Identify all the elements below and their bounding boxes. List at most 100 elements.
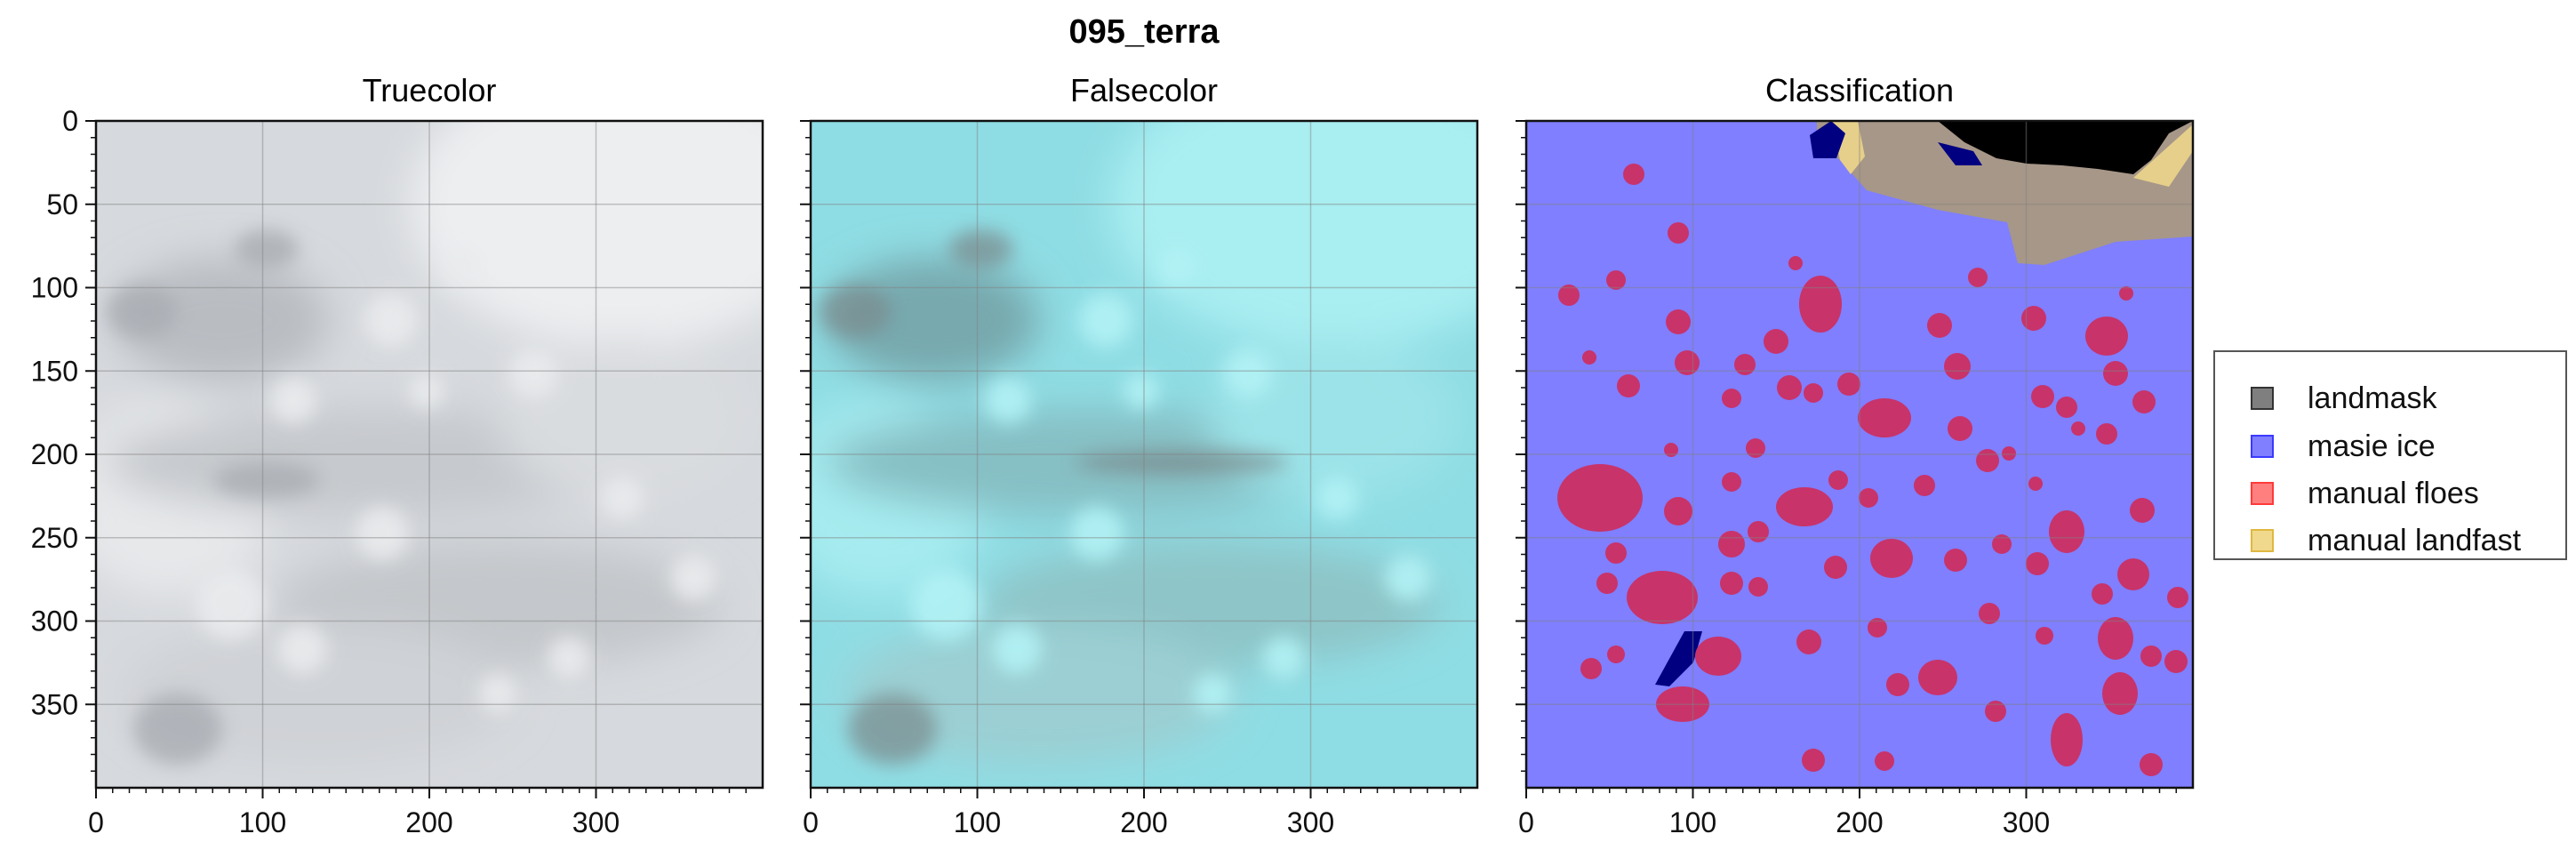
floe	[2002, 446, 2016, 461]
floe	[1799, 276, 1842, 333]
floe	[2117, 558, 2149, 590]
floe	[1627, 571, 1698, 624]
floe	[1722, 389, 1741, 408]
falsecolor-title: Falsecolor	[1070, 72, 1218, 108]
legend-item-manual-landfast: manual landfast	[2251, 523, 2521, 558]
floe	[2167, 587, 2188, 608]
legend-item-masie-ice: masie ice	[2251, 429, 2436, 464]
landmask-region	[1938, 121, 2193, 174]
floe	[1944, 549, 1967, 572]
classification-image	[1526, 121, 2193, 788]
legend-swatch-masie-ice	[2251, 435, 2274, 458]
floe	[1985, 701, 2006, 722]
x-tick-label: 200	[1120, 806, 1167, 838]
x-tick-label: 300	[2003, 806, 2050, 838]
legend-label-masie-ice: masie ice	[2308, 429, 2436, 463]
floe	[2102, 672, 2138, 715]
floe	[1606, 270, 1626, 290]
floe	[1859, 488, 1878, 508]
classification-panel: Classification	[1516, 72, 2195, 838]
y-tick-label: 150	[31, 355, 78, 387]
floe	[2071, 421, 2085, 436]
floe	[1558, 285, 1580, 306]
floe	[1666, 309, 1691, 334]
floe	[1927, 313, 1952, 338]
x-tick-label: 200	[1836, 806, 1883, 838]
figure-title: 095_terra	[1068, 13, 1220, 51]
floe	[1656, 686, 1709, 722]
floe	[2021, 306, 2046, 331]
floe	[1796, 629, 1821, 654]
floe	[1979, 603, 2000, 624]
landfast-edge-region	[1831, 121, 2193, 187]
manual-floes	[1557, 164, 2188, 776]
floe	[2132, 390, 2156, 413]
floe	[2119, 286, 2133, 301]
floe	[1580, 658, 1602, 679]
y-tick-label: 300	[31, 605, 78, 637]
floe	[2085, 317, 2128, 356]
floe	[1607, 646, 1625, 663]
y-tick-label: 50	[46, 188, 78, 221]
floe	[1748, 577, 1768, 597]
y-tick-label: 100	[31, 272, 78, 304]
floe	[1777, 375, 1802, 400]
legend-label-manual-floes: manual floes	[2308, 476, 2479, 510]
floe	[1746, 438, 1765, 458]
floe	[1664, 443, 1678, 457]
x-tick-label: 0	[1518, 806, 1534, 838]
floe	[2056, 397, 2077, 418]
floe	[1944, 353, 1971, 380]
floe	[1582, 350, 1596, 365]
floe	[1804, 383, 1823, 403]
floe	[1734, 354, 1756, 375]
floe	[1668, 222, 1689, 244]
floe	[1748, 521, 1769, 542]
floe	[1596, 573, 1618, 594]
y-tick-label: 0	[62, 105, 78, 137]
y-tick-label: 200	[31, 438, 78, 470]
legend-item-landmask: landmask	[2251, 381, 2437, 416]
classification-axes: 0 100 200 300	[1516, 119, 2195, 838]
x-tick-label: 100	[954, 806, 1001, 838]
floe	[1764, 329, 1788, 354]
floe	[2103, 361, 2128, 386]
legend-swatch-manual-landfast	[2251, 529, 2274, 552]
floe	[1720, 572, 1743, 595]
floe	[1802, 749, 1825, 772]
floe	[1824, 556, 1847, 579]
legend-label-manual-landfast: manual landfast	[2308, 523, 2522, 557]
floe	[1776, 487, 1833, 526]
floe	[1837, 373, 1860, 396]
floe	[2130, 498, 2155, 523]
floe	[2164, 650, 2188, 673]
x-tick-label: 0	[88, 806, 104, 838]
truecolor-axes: 0 100 200 300 0 50 100 150 200 250 300 350	[31, 105, 764, 838]
floe	[1718, 531, 1745, 557]
legend-swatch-landmask	[2251, 387, 2274, 410]
floe	[2098, 617, 2133, 660]
floe	[1968, 268, 1988, 287]
x-tick-label: 100	[1669, 806, 1716, 838]
truecolor-image	[96, 121, 763, 788]
floe	[1557, 464, 1643, 532]
falsecolor-image	[811, 121, 1477, 788]
floe	[1886, 673, 1909, 696]
floe	[1875, 751, 1894, 771]
floe	[1617, 374, 1640, 397]
floe	[1664, 497, 1692, 525]
floe	[1828, 470, 1848, 490]
floe	[2051, 713, 2083, 766]
floe	[1788, 256, 1803, 270]
floe	[1605, 542, 1627, 564]
legend: landmask masie ice manual floes manual l…	[2213, 350, 2567, 560]
falsecolor-panel: Falsecolor 0 100 200 30	[800, 72, 1479, 838]
floe	[1722, 472, 1741, 492]
floe	[2096, 423, 2117, 445]
floe	[1623, 164, 1644, 185]
truecolor-title: Truecolor	[363, 72, 497, 108]
floe	[2026, 552, 2049, 575]
floe	[1992, 534, 2012, 554]
y-tick-label: 250	[31, 522, 78, 554]
